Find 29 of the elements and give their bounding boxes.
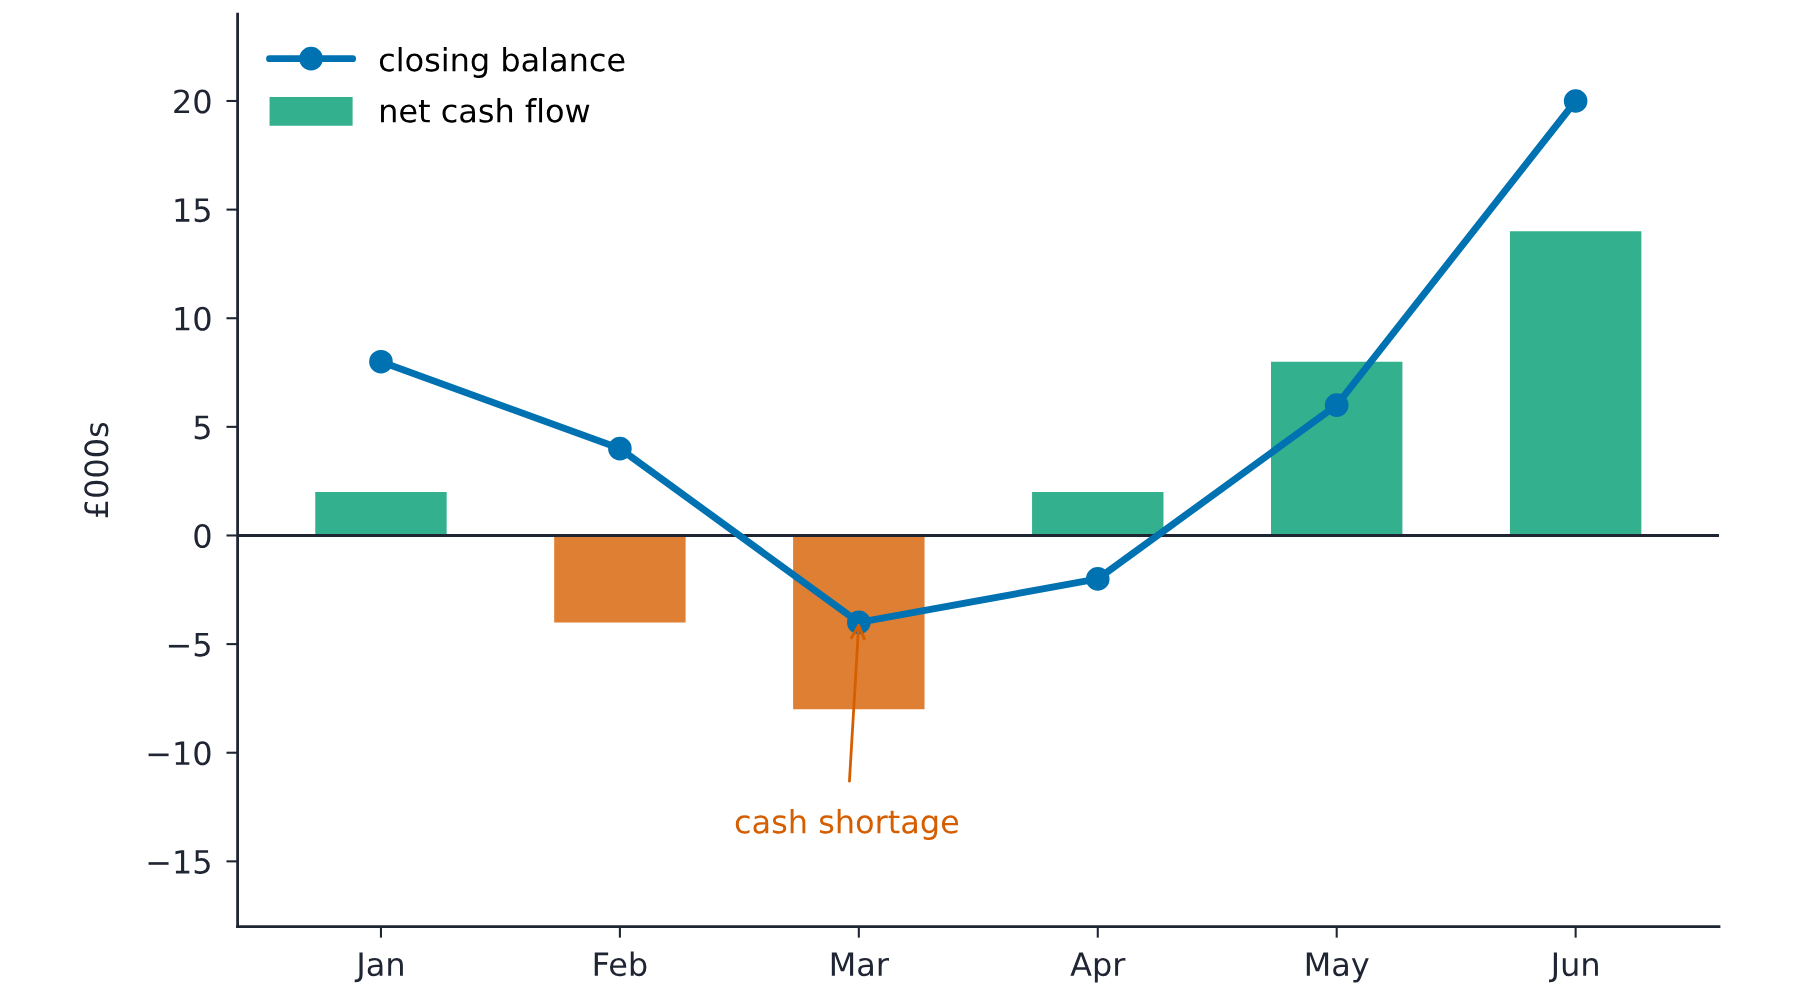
point	[369, 349, 393, 374]
point	[1563, 89, 1588, 113]
y-tick-label: 0	[194, 523, 211, 549]
x-tick-label: Mar	[831, 952, 889, 977]
legend-label: closing balance	[379, 46, 625, 78]
bar	[554, 535, 686, 623]
y-tick-label: 15	[175, 198, 210, 223]
legend-label: net cash flow	[381, 98, 590, 123]
y-tick-label: 5	[194, 415, 210, 440]
y-axis-title: £000s	[84, 422, 109, 518]
bar	[1032, 492, 1164, 536]
y-tick-label: 10	[175, 306, 211, 331]
point	[1324, 393, 1349, 417]
x-tick-label: Feb	[594, 951, 647, 977]
point	[608, 436, 632, 461]
x-tick-label: Jan	[354, 952, 403, 983]
y-tick-label: −5	[168, 632, 210, 657]
bar	[315, 492, 447, 536]
bar	[1271, 361, 1403, 536]
x-tick-label: Apr	[1070, 952, 1126, 983]
point	[1085, 567, 1110, 591]
bar	[1509, 231, 1642, 536]
annotation: cash shortage	[735, 808, 959, 840]
x-tick-label: Jun	[1549, 952, 1598, 983]
y-tick-label: −10	[148, 741, 211, 766]
bar	[793, 535, 925, 710]
y-tick-label: −15	[148, 850, 210, 874]
x-tick-label: May	[1306, 952, 1369, 983]
y-tick-label: 20	[174, 89, 211, 114]
